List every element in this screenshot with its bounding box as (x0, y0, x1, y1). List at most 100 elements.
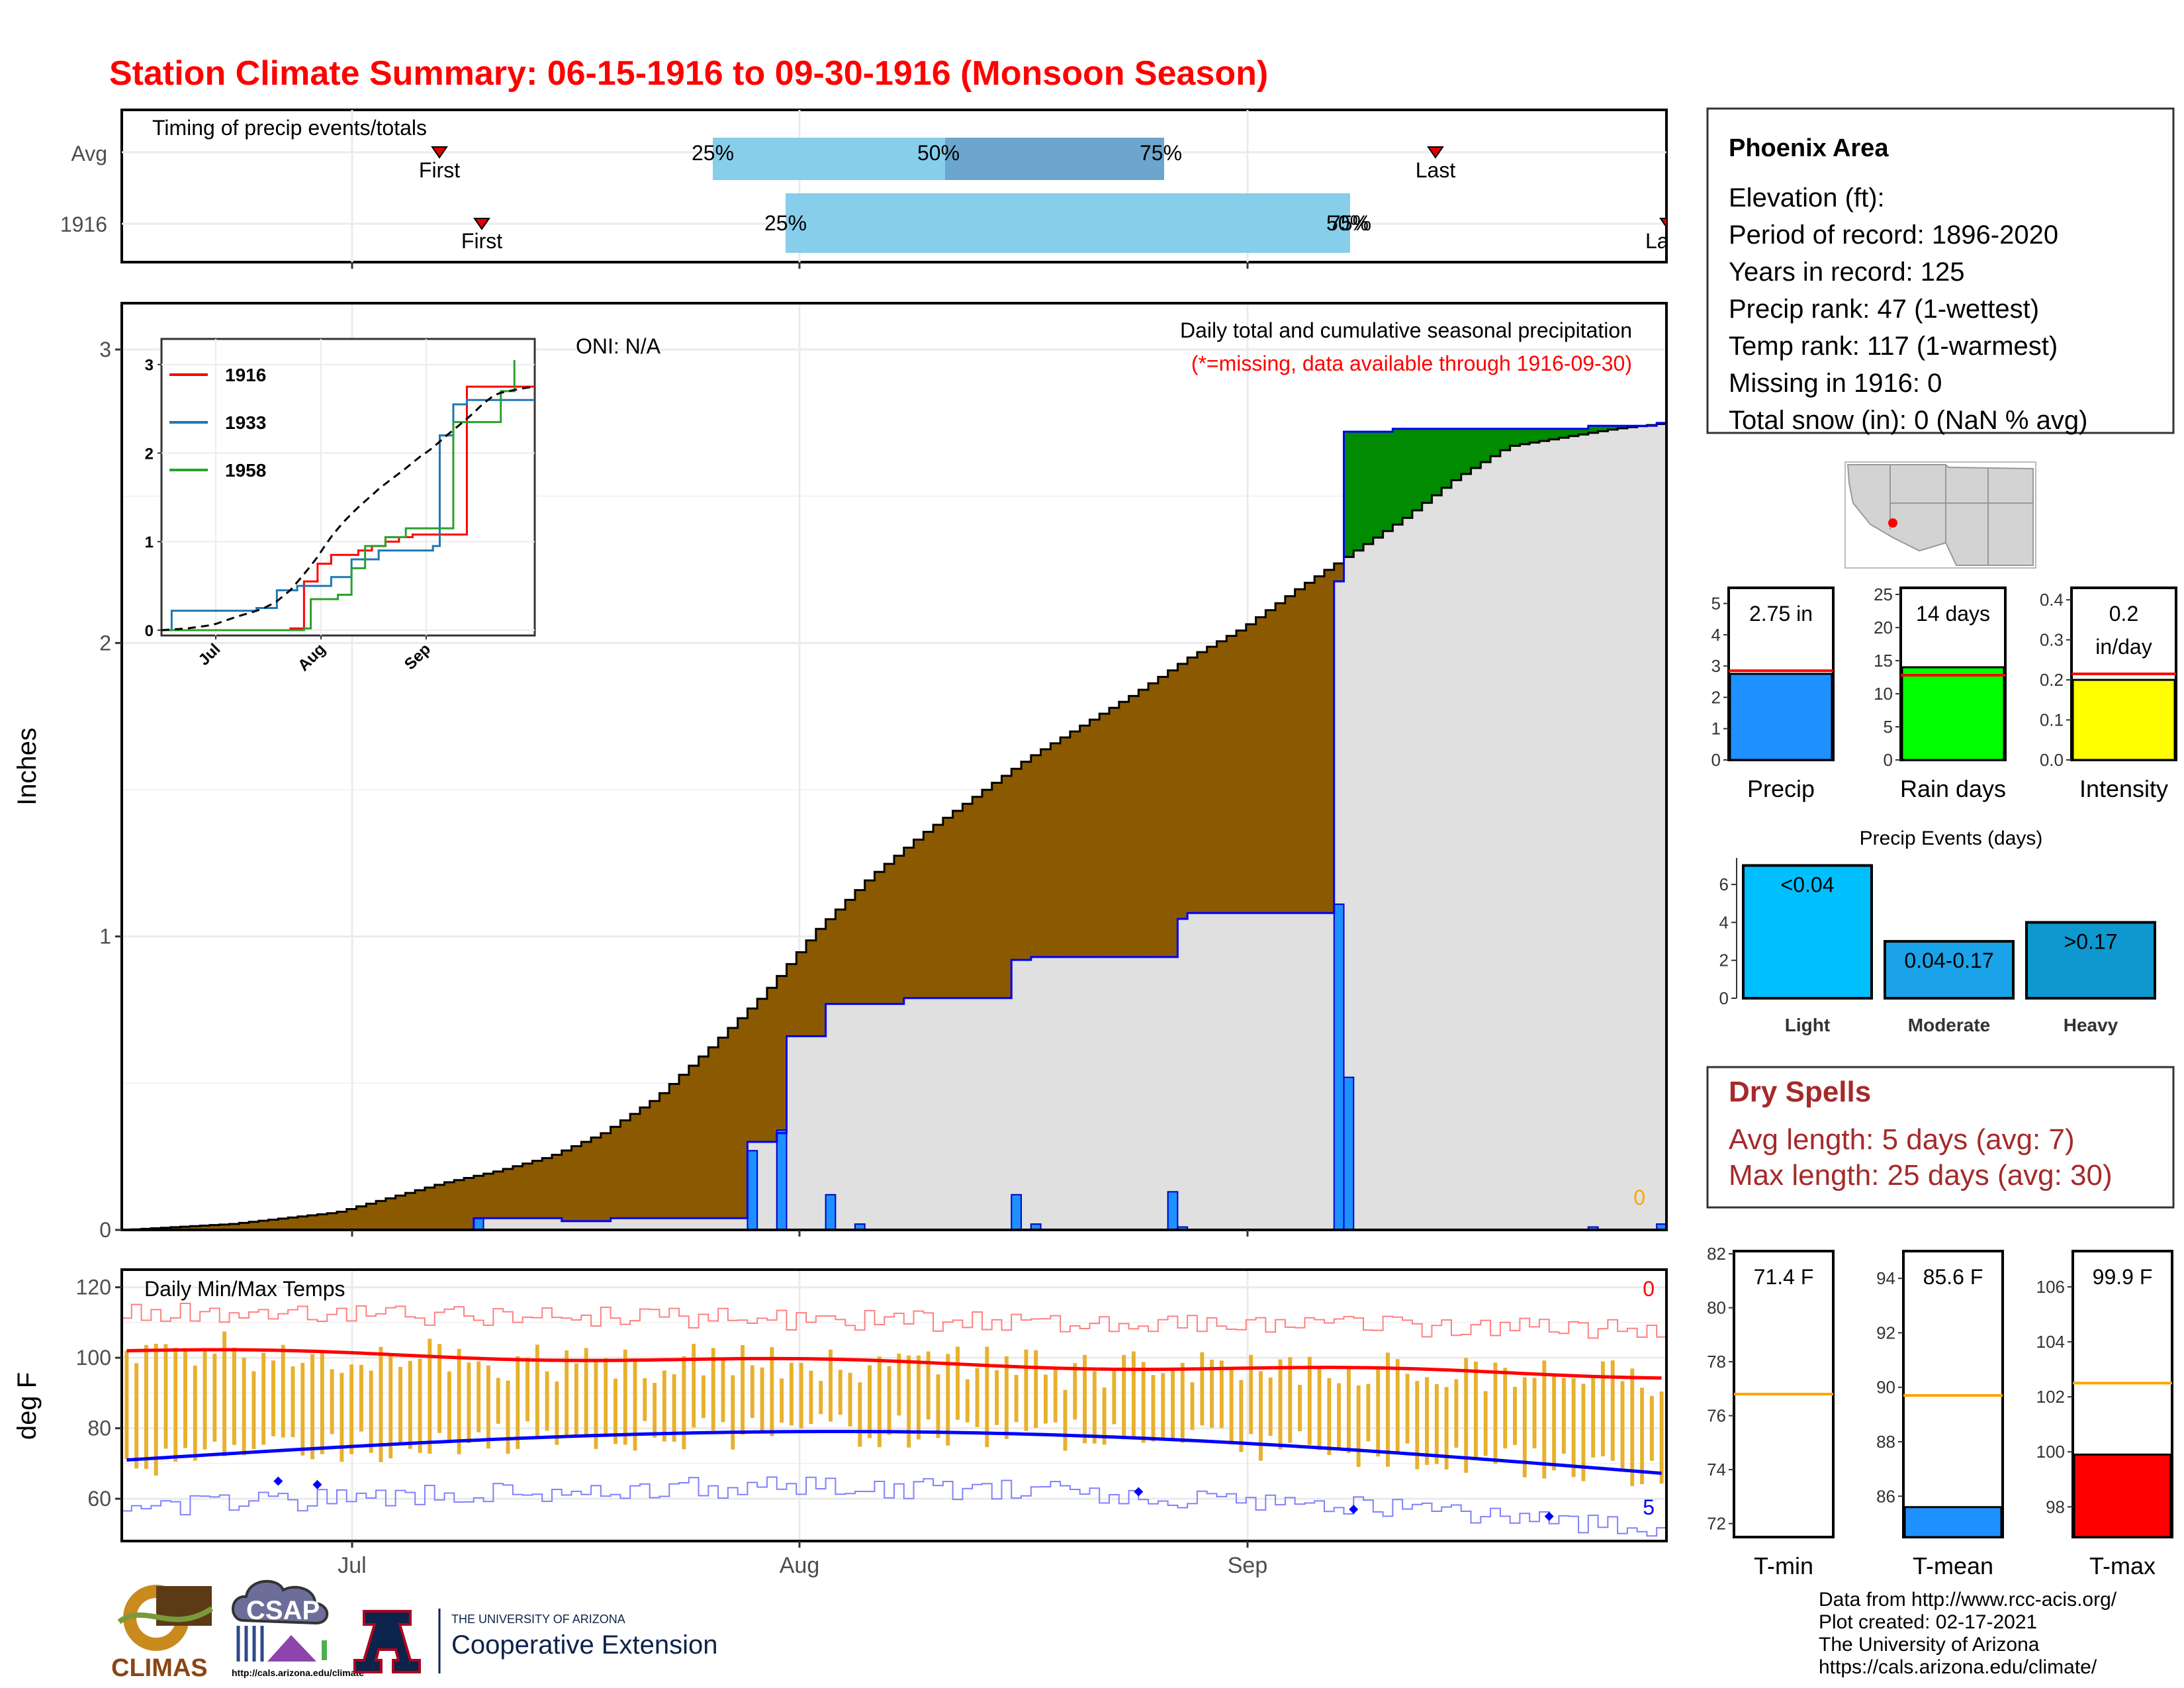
temp-summary-tick: 106 (2036, 1277, 2065, 1297)
temp-summary-tick: 86 (1876, 1486, 1895, 1506)
daily-temp-bar (1591, 1376, 1596, 1458)
temp-summary-chart-2: 98 100 102 104 106 99.9 F T-max (2036, 1250, 2173, 1579)
daily-temp-bar (1034, 1350, 1038, 1429)
daily-temp-bar (711, 1348, 715, 1430)
summary-tick: 4 (1711, 625, 1721, 645)
climas-logo-text: CLIMAS (111, 1654, 208, 1682)
daily-temp-bar (163, 1344, 168, 1449)
avg-first-marker (431, 146, 448, 159)
daily-temp-bar (349, 1364, 354, 1454)
station-marker (1888, 518, 1897, 528)
inset-line-1958 (161, 360, 516, 632)
daily-temp-bar (1473, 1361, 1478, 1459)
info-box: Phoenix Area Elevation (ft): Period of r… (1706, 107, 2175, 435)
daily-temp-bar (281, 1344, 285, 1438)
precip-note: Daily total and cumulative seasonal prec… (1180, 318, 1632, 342)
temp-xtick-Sep: Sep (1228, 1553, 1268, 1578)
daily-temp-bar (741, 1344, 745, 1435)
daily-temp-bar (1239, 1380, 1244, 1452)
event-bar-name: Moderate (1908, 1015, 1990, 1035)
daily-temp-bar (1141, 1362, 1146, 1443)
precip-ytick-0: 0 (99, 1218, 111, 1242)
info-line-temp-rank: Temp rank: 117 (1-warmest) (1729, 332, 2058, 361)
temp-summary-name: T-mean (1913, 1552, 1993, 1579)
daily-temp-bar (1366, 1383, 1371, 1442)
inset-ytick-3: 3 (145, 357, 154, 375)
daily-temp-bar (437, 1344, 442, 1433)
daily-temp-bar (506, 1380, 510, 1454)
daily-temp-bar (965, 1379, 970, 1423)
daily-temp-bar (1376, 1366, 1381, 1457)
temp-summary-tick: 88 (1876, 1432, 1895, 1452)
daily-temp-bar (1151, 1375, 1156, 1442)
daily-temp-bar (1180, 1362, 1185, 1443)
summary-value-label: 2.75 in (1749, 602, 1813, 626)
daily-precip-bar-3 (825, 1194, 837, 1231)
daily-temp-bar (1522, 1377, 1527, 1477)
temp-panel-label: Daily Min/Max Temps (144, 1277, 345, 1301)
daily-temp-bar (868, 1365, 872, 1438)
daily-temp-bar (203, 1350, 207, 1450)
daily-temp-bar (1571, 1378, 1576, 1477)
event-bar-heavy (2025, 921, 2156, 1000)
events-tick: 4 (1719, 912, 1729, 932)
inset-ytick-0: 0 (145, 622, 154, 640)
avg-last-marker (1427, 146, 1444, 159)
daily-temp-bar (1073, 1363, 1077, 1420)
daily-temp-bar (819, 1381, 823, 1415)
temp-summary-tick: 104 (2036, 1332, 2065, 1352)
summary-bar-charts: 0 1 2 3 4 5 2.75 in Precip 0 5 10 15 20 25 14 days Rain… (1711, 585, 2177, 802)
summary-name: Intensity (2079, 775, 2168, 802)
event-bar-label: >0.17 (2064, 929, 2118, 953)
daily-temp-bar (985, 1346, 989, 1448)
daily-temp-bar (1356, 1385, 1361, 1467)
temp-summary-tick: 90 (1876, 1378, 1895, 1397)
daily-temp-bar (692, 1344, 696, 1428)
summary-tick: 10 (1874, 684, 1893, 704)
daily-temp-bar (604, 1358, 608, 1434)
climas-logo: CLIMAS (111, 1585, 214, 1682)
daily-temp-bar (653, 1383, 657, 1438)
daily-temp-bar (1444, 1387, 1449, 1470)
daily-temp-bar (760, 1367, 764, 1432)
precip-ytick-2: 2 (99, 631, 111, 655)
daily-temp-bar (379, 1346, 383, 1462)
location-map (1844, 461, 2036, 569)
avg-p25-label: 25% (692, 141, 734, 165)
daily-temp-bar (916, 1355, 921, 1440)
summary-value-unit: in/day (2095, 635, 2152, 659)
daily-temp-bar (1464, 1358, 1469, 1473)
cumulative-avg-line (122, 422, 1668, 1231)
daily-temp-bar (232, 1347, 236, 1445)
daily-temp-bar (780, 1378, 784, 1423)
daily-temp-bar (633, 1360, 637, 1451)
daily-precip-bar-7 (1167, 1191, 1179, 1231)
daily-temp-bar (398, 1366, 402, 1443)
info-line-precip-rank: Precip rank: 47 (1-wettest) (1729, 295, 2039, 324)
daily-temp-bar (1053, 1368, 1058, 1423)
daily-temp-bar (662, 1370, 666, 1442)
daily-temp-bar (721, 1359, 725, 1423)
daily-temp-bar (956, 1346, 960, 1420)
year-p75-label: 75% (1329, 211, 1371, 235)
summary-value-label: 14 days (1916, 602, 1990, 626)
daily-temp-bar (887, 1366, 891, 1435)
daily-temp-bar (525, 1357, 529, 1422)
footer-line-date: Plot created: 02-17-2021 (1819, 1611, 2037, 1633)
dry-spells-avg: Avg length: 5 days (avg: 7) (1729, 1123, 2075, 1156)
summary-name: Precip (1747, 775, 1815, 802)
daily-temp-bar (731, 1375, 735, 1450)
daily-temp-bar (212, 1354, 217, 1442)
daily-temp-bar (251, 1371, 256, 1450)
daily-temp-bar (496, 1378, 500, 1424)
precip-ylabel: Inches (13, 727, 42, 806)
daily-temp-bar (1190, 1382, 1195, 1430)
daily-temp-bar (1083, 1354, 1087, 1444)
daily-temp-bar (1317, 1367, 1322, 1450)
oni-label: ONI: N/A (576, 334, 661, 358)
precip-axis: 0 1 2 3 (99, 338, 1249, 1242)
daily-precip-bar-2 (776, 1129, 788, 1231)
daily-temp-bar (535, 1344, 539, 1437)
daily-temp-bar (310, 1354, 315, 1460)
daily-temp-bar (1161, 1373, 1165, 1441)
